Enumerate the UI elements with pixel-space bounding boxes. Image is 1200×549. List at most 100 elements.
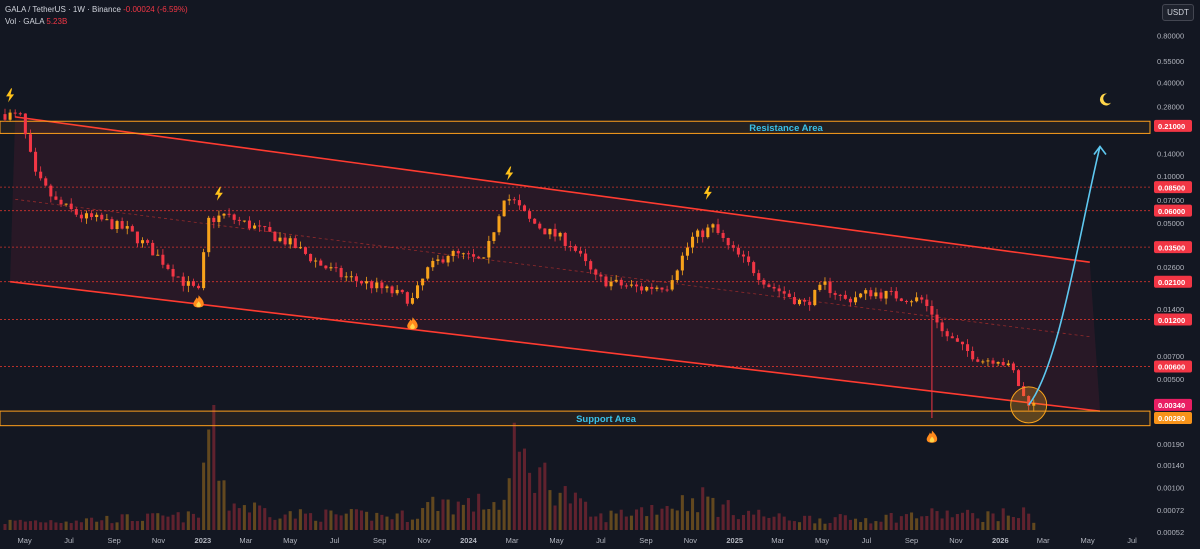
candle-body	[441, 259, 445, 263]
candle-body	[166, 264, 170, 269]
candle-body	[986, 360, 990, 362]
level-badge	[1154, 412, 1192, 425]
time-tick-label: Jul	[596, 536, 606, 545]
candle-body	[813, 289, 817, 306]
volume-bar	[991, 513, 995, 530]
volume-bar	[400, 510, 404, 530]
volume-bar	[1022, 507, 1026, 530]
volume-bar	[599, 513, 603, 530]
volume-bar	[166, 516, 170, 530]
candle-body	[864, 290, 868, 294]
candle-body	[293, 238, 297, 249]
volume-bar	[976, 518, 980, 530]
level-badge	[1154, 241, 1192, 254]
volume-bar	[955, 514, 959, 530]
candle-body	[23, 113, 27, 135]
candle-body	[910, 301, 914, 303]
time-tick-label: Jul	[1127, 536, 1137, 545]
price-tick-label: 0.40000	[1157, 78, 1184, 87]
level-badge-label: 0.01200	[1158, 316, 1185, 325]
price-tick-label: 0.80000	[1157, 31, 1184, 40]
time-tick-label: Jul	[64, 536, 74, 545]
volume-bar	[140, 520, 145, 530]
candle-body	[517, 200, 521, 206]
candle-body	[487, 240, 491, 258]
candle-body	[146, 240, 150, 243]
candle-body	[232, 214, 236, 220]
time-tick-label: Jul	[862, 536, 872, 545]
volume-bar	[1027, 513, 1031, 530]
volume-bar	[258, 505, 262, 530]
candle-body	[202, 252, 206, 289]
candle-body	[578, 250, 583, 254]
volume-bar	[782, 516, 786, 530]
candle-body	[446, 255, 450, 263]
channel-upper-line	[15, 116, 1090, 264]
candle-body	[1032, 402, 1036, 406]
candle-body	[268, 227, 272, 232]
candle-body	[584, 253, 588, 262]
channel-lower-line	[9, 280, 1101, 412]
volume-bar	[171, 514, 175, 530]
candle-body	[84, 213, 89, 219]
volume-header: Vol · GALA 5.23B	[5, 17, 67, 26]
candle-body	[1016, 370, 1021, 387]
support-zone-label: Support Area	[576, 414, 637, 425]
candle-body	[197, 285, 201, 289]
candle-body	[1011, 363, 1015, 371]
candle-body	[426, 267, 430, 279]
volume-bar	[797, 522, 802, 530]
volume-bar	[1032, 522, 1036, 530]
candle-body	[242, 220, 246, 222]
volume-bar	[899, 516, 903, 530]
volume-bar	[772, 516, 776, 530]
volume-bar	[696, 512, 700, 530]
candle-body	[838, 294, 842, 296]
candle-body	[263, 226, 267, 228]
volume-bar	[232, 503, 236, 530]
volume-bar	[18, 519, 22, 530]
volume-bar	[8, 519, 12, 530]
volume-bar	[49, 520, 53, 530]
volume-bar	[803, 515, 807, 530]
volume-bar	[925, 516, 929, 530]
volume-bar	[604, 522, 608, 530]
volume-bar	[395, 513, 399, 530]
candle-body	[645, 287, 649, 291]
symbol-header: GALA / TetherUS · 1W · Binance -0.00024 …	[5, 5, 188, 14]
candle-body	[90, 213, 94, 218]
volume-bar	[54, 522, 58, 530]
volume-bar	[808, 515, 812, 530]
volume-bar	[869, 523, 873, 530]
volume-bar	[100, 520, 104, 530]
volume-bar	[823, 523, 827, 530]
candle-body	[762, 279, 766, 285]
currency-button[interactable]: USDT	[1162, 4, 1194, 21]
candle-body	[492, 232, 496, 241]
candle-body	[528, 211, 532, 219]
volume-bar	[268, 517, 272, 530]
volume-bar	[792, 521, 796, 530]
candle-body	[976, 359, 980, 362]
volume-bar	[135, 521, 139, 530]
volume-bar	[879, 521, 883, 530]
candle-body	[171, 268, 175, 277]
candle-body	[176, 276, 180, 278]
candle-body	[696, 230, 700, 237]
candle-body	[186, 281, 190, 286]
volume-bar	[568, 503, 572, 530]
time-tick-label: May	[18, 536, 32, 545]
volume-bar	[1001, 508, 1005, 530]
volume-bar	[701, 487, 705, 530]
volume-bar	[731, 515, 735, 530]
candle-body	[385, 286, 389, 289]
moon-icon	[1099, 93, 1112, 106]
candle-body	[823, 281, 827, 285]
volume-bar	[1011, 516, 1015, 530]
price-tick-label: 0.14000	[1157, 149, 1184, 158]
volume-bar	[74, 520, 78, 530]
price-tick-label: 0.00140	[1157, 461, 1184, 470]
volume-bar	[176, 512, 180, 530]
time-tick-label: May	[549, 536, 563, 545]
